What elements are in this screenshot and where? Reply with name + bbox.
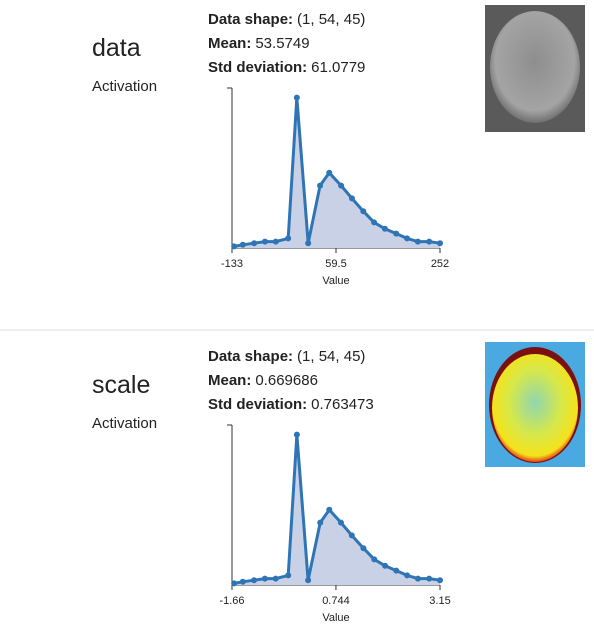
point <box>349 195 355 201</box>
stat: Mean:0.669686 <box>208 372 318 389</box>
page: {"panels": [ {"title": "data", "subtitle… <box>0 0 594 627</box>
stat: Data shape:(1, 54, 45) <box>208 348 365 365</box>
x-axis-label: Value <box>322 275 349 287</box>
stat-value: 0.763473 <box>311 396 374 413</box>
stat-value: 0.669686 <box>255 372 318 389</box>
layer-panel: scale Activation Data shape:(1, 54, 45) Mea… <box>92 348 451 624</box>
point <box>393 231 399 237</box>
point <box>317 183 323 189</box>
stat-label: Std deviation: <box>208 396 307 413</box>
stat-label: Data shape: <box>208 348 293 365</box>
point <box>326 507 332 513</box>
point <box>426 576 432 582</box>
point <box>426 239 432 245</box>
point <box>285 235 291 241</box>
point <box>285 572 291 578</box>
x-tick-label: -1.66 <box>219 595 244 607</box>
point <box>360 545 366 551</box>
point <box>240 242 246 248</box>
stat-value: (1, 54, 45) <box>297 11 365 28</box>
point <box>262 239 268 245</box>
stat: Std deviation:0.763473 <box>208 396 374 413</box>
stat-value: 53.5749 <box>255 35 309 52</box>
point <box>305 577 311 583</box>
point <box>404 572 410 578</box>
x-axis-label: Value <box>322 612 349 624</box>
point <box>273 239 279 245</box>
point <box>371 556 377 562</box>
area <box>234 98 440 248</box>
point <box>251 240 257 246</box>
point <box>305 240 311 246</box>
x-tick-label: -133 <box>221 258 243 270</box>
point <box>231 243 237 249</box>
area <box>234 435 440 585</box>
point <box>382 563 388 569</box>
point <box>294 432 300 438</box>
point <box>338 520 344 526</box>
point <box>393 568 399 574</box>
point <box>338 183 344 189</box>
point <box>326 170 332 176</box>
layer-name: scale <box>92 371 150 399</box>
stat-value: 61.0779 <box>311 59 365 76</box>
layer-panel: data Activation Data shape:(1, 54, 45) Mean… <box>92 11 449 287</box>
point <box>273 576 279 582</box>
layer-subtitle: Activation <box>92 78 157 95</box>
point <box>262 576 268 582</box>
stat-label: Mean: <box>208 372 251 389</box>
x-tick-label: 0.744 <box>322 595 350 607</box>
point <box>415 576 421 582</box>
point <box>437 240 443 246</box>
point <box>437 577 443 583</box>
stat-label: Std deviation: <box>208 59 307 76</box>
stat: Mean:53.5749 <box>208 35 310 52</box>
point <box>360 208 366 214</box>
x-tick-label: 252 <box>431 258 449 270</box>
stat: Std deviation:61.0779 <box>208 59 365 76</box>
point <box>294 95 300 101</box>
layer-name: data <box>92 34 141 62</box>
x-tick-label: 3.15 <box>429 595 450 607</box>
point <box>231 580 237 586</box>
point <box>415 239 421 245</box>
stat-label: Mean: <box>208 35 251 52</box>
x-tick-label: 59.5 <box>325 258 346 270</box>
point <box>240 579 246 585</box>
point <box>404 235 410 241</box>
stat-value: (1, 54, 45) <box>297 348 365 365</box>
point <box>371 219 377 225</box>
screen: dataActivationData shape:(1, 54, 45)Mean… <box>0 0 594 627</box>
point <box>317 520 323 526</box>
thumbnail <box>485 5 585 132</box>
point <box>382 226 388 232</box>
thumbnail <box>485 342 585 467</box>
point <box>251 577 257 583</box>
stat: Data shape:(1, 54, 45) <box>208 11 365 28</box>
point <box>349 532 355 538</box>
layer-subtitle: Activation <box>92 415 157 432</box>
stat-label: Data shape: <box>208 11 293 28</box>
